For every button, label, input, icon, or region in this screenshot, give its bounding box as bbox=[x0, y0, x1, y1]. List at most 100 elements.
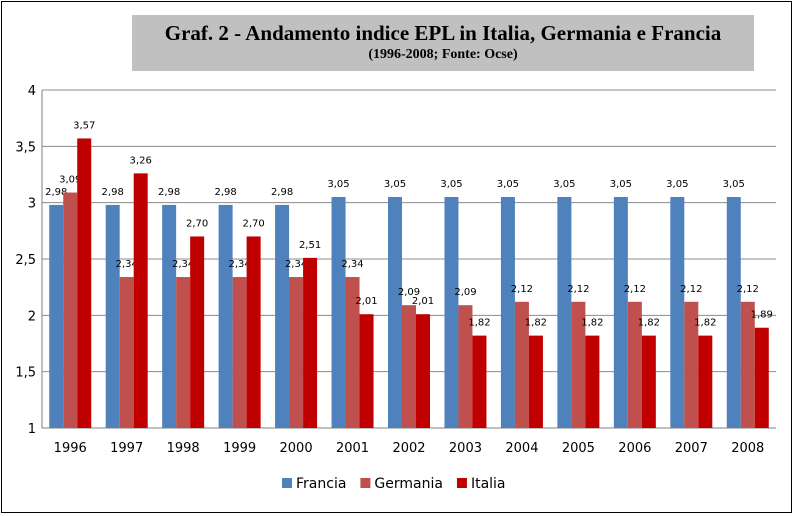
data-label: 2,01 bbox=[355, 296, 377, 307]
data-label: 1,89 bbox=[751, 310, 773, 321]
data-label: 2,12 bbox=[680, 284, 702, 295]
bar-germania bbox=[232, 277, 247, 428]
data-label: 3,05 bbox=[327, 179, 349, 190]
data-label: 2,34 bbox=[285, 259, 307, 270]
data-label: 2,70 bbox=[186, 218, 208, 229]
data-label: 3,09 bbox=[59, 175, 81, 186]
x-tick-label: 2007 bbox=[675, 441, 708, 456]
bar-francia bbox=[49, 204, 64, 428]
x-tick-label: 1996 bbox=[54, 441, 87, 456]
bar-germania bbox=[514, 301, 529, 428]
data-label: 2,12 bbox=[567, 284, 589, 295]
x-tick-label: 2004 bbox=[505, 441, 538, 456]
bar-italia bbox=[133, 173, 148, 428]
data-label: 3,05 bbox=[384, 179, 406, 190]
data-label: 2,98 bbox=[102, 187, 124, 198]
data-label: 3,05 bbox=[553, 179, 575, 190]
data-label: 1,82 bbox=[638, 318, 660, 329]
bar-francia bbox=[557, 197, 572, 428]
data-label: 2,34 bbox=[116, 259, 138, 270]
bar-germania bbox=[571, 301, 586, 428]
y-tick-label: 2 bbox=[28, 309, 36, 324]
bar-germania bbox=[458, 305, 473, 428]
bar-francia bbox=[105, 204, 120, 428]
data-label: 3,57 bbox=[73, 120, 95, 131]
bar-germania bbox=[684, 301, 699, 428]
legend-swatch-francia bbox=[282, 478, 292, 488]
bar-germania bbox=[119, 277, 134, 428]
bar-germania bbox=[289, 277, 304, 428]
data-label: 2,12 bbox=[737, 284, 759, 295]
bar-francia bbox=[670, 197, 685, 428]
bar-italia bbox=[303, 257, 318, 428]
y-tick-label: 2,5 bbox=[15, 253, 36, 268]
chart-title-box: Graf. 2 - Andamento indice EPL in Italia… bbox=[132, 15, 754, 71]
bar-germania bbox=[63, 192, 78, 428]
legend-label-germania: Germania bbox=[374, 476, 443, 492]
chart-subtitle: (1996-2008; Fonte: Ocse) bbox=[368, 47, 518, 62]
bar-francia bbox=[500, 197, 515, 428]
data-label: 1,82 bbox=[525, 318, 547, 329]
bar-italia bbox=[472, 335, 487, 428]
y-tick-label: 3 bbox=[28, 197, 36, 212]
bar-francia bbox=[444, 197, 459, 428]
data-label: 2,34 bbox=[228, 259, 250, 270]
data-label: 2,98 bbox=[271, 187, 293, 198]
x-tick-label: 1999 bbox=[223, 441, 256, 456]
bar-italia bbox=[641, 335, 656, 428]
bar-francia bbox=[218, 204, 233, 428]
x-tick-label: 2005 bbox=[562, 441, 595, 456]
bar-germania bbox=[176, 277, 191, 428]
bar-francia bbox=[388, 197, 402, 428]
data-label: 3,05 bbox=[723, 179, 745, 190]
bar-italia bbox=[190, 236, 205, 428]
data-label: 2,98 bbox=[158, 187, 180, 198]
data-label: 3,05 bbox=[497, 179, 519, 190]
data-label: 3,26 bbox=[130, 155, 152, 166]
bar-italia bbox=[585, 335, 600, 428]
bar-francia bbox=[726, 197, 741, 428]
chart-title: Graf. 2 - Andamento indice EPL in Italia… bbox=[164, 21, 722, 45]
bar-italia bbox=[698, 335, 713, 428]
x-tick-label: 2001 bbox=[336, 441, 369, 456]
data-label: 2,09 bbox=[454, 287, 476, 298]
x-tick-label: 2000 bbox=[280, 441, 313, 456]
data-label: 2,01 bbox=[412, 296, 434, 307]
data-label: 2,98 bbox=[214, 187, 236, 198]
x-tick-label: 1998 bbox=[167, 441, 200, 456]
x-tick-label: 2006 bbox=[618, 441, 651, 456]
bar-francia bbox=[162, 204, 177, 428]
y-tick-label: 3,5 bbox=[15, 140, 36, 155]
x-tick-label: 2002 bbox=[392, 441, 425, 456]
bar-germania bbox=[402, 305, 416, 428]
y-tick-label: 4 bbox=[28, 84, 36, 99]
data-label: 1,82 bbox=[694, 318, 716, 329]
legend-label-francia: Francia bbox=[296, 476, 346, 492]
bar-italia bbox=[77, 138, 92, 429]
data-label: 3,05 bbox=[440, 179, 462, 190]
data-label: 2,12 bbox=[624, 284, 646, 295]
x-tick-label: 2008 bbox=[731, 441, 764, 456]
bar-italia bbox=[754, 327, 769, 428]
bar-italia bbox=[528, 335, 543, 428]
data-label: 3,05 bbox=[666, 179, 688, 190]
legend-label-italia: Italia bbox=[471, 476, 506, 492]
y-tick-label: 1 bbox=[28, 422, 36, 437]
bar-germania bbox=[627, 301, 642, 428]
data-label: 2,51 bbox=[299, 240, 321, 251]
bar-italia bbox=[246, 236, 261, 428]
data-label: 1,82 bbox=[468, 318, 490, 329]
bar-germania bbox=[740, 301, 755, 428]
data-label: 2,34 bbox=[341, 259, 363, 270]
data-label: 2,70 bbox=[242, 218, 264, 229]
x-tick-label: 2003 bbox=[449, 441, 482, 456]
data-label: 3,05 bbox=[610, 179, 632, 190]
bar-francia bbox=[331, 197, 346, 428]
bar-germania bbox=[345, 277, 360, 428]
bar-francia bbox=[613, 197, 628, 428]
bar-francia bbox=[275, 204, 290, 428]
bar-italia bbox=[359, 314, 374, 428]
bar-italia bbox=[416, 314, 430, 428]
y-tick-label: 1,5 bbox=[15, 366, 36, 381]
